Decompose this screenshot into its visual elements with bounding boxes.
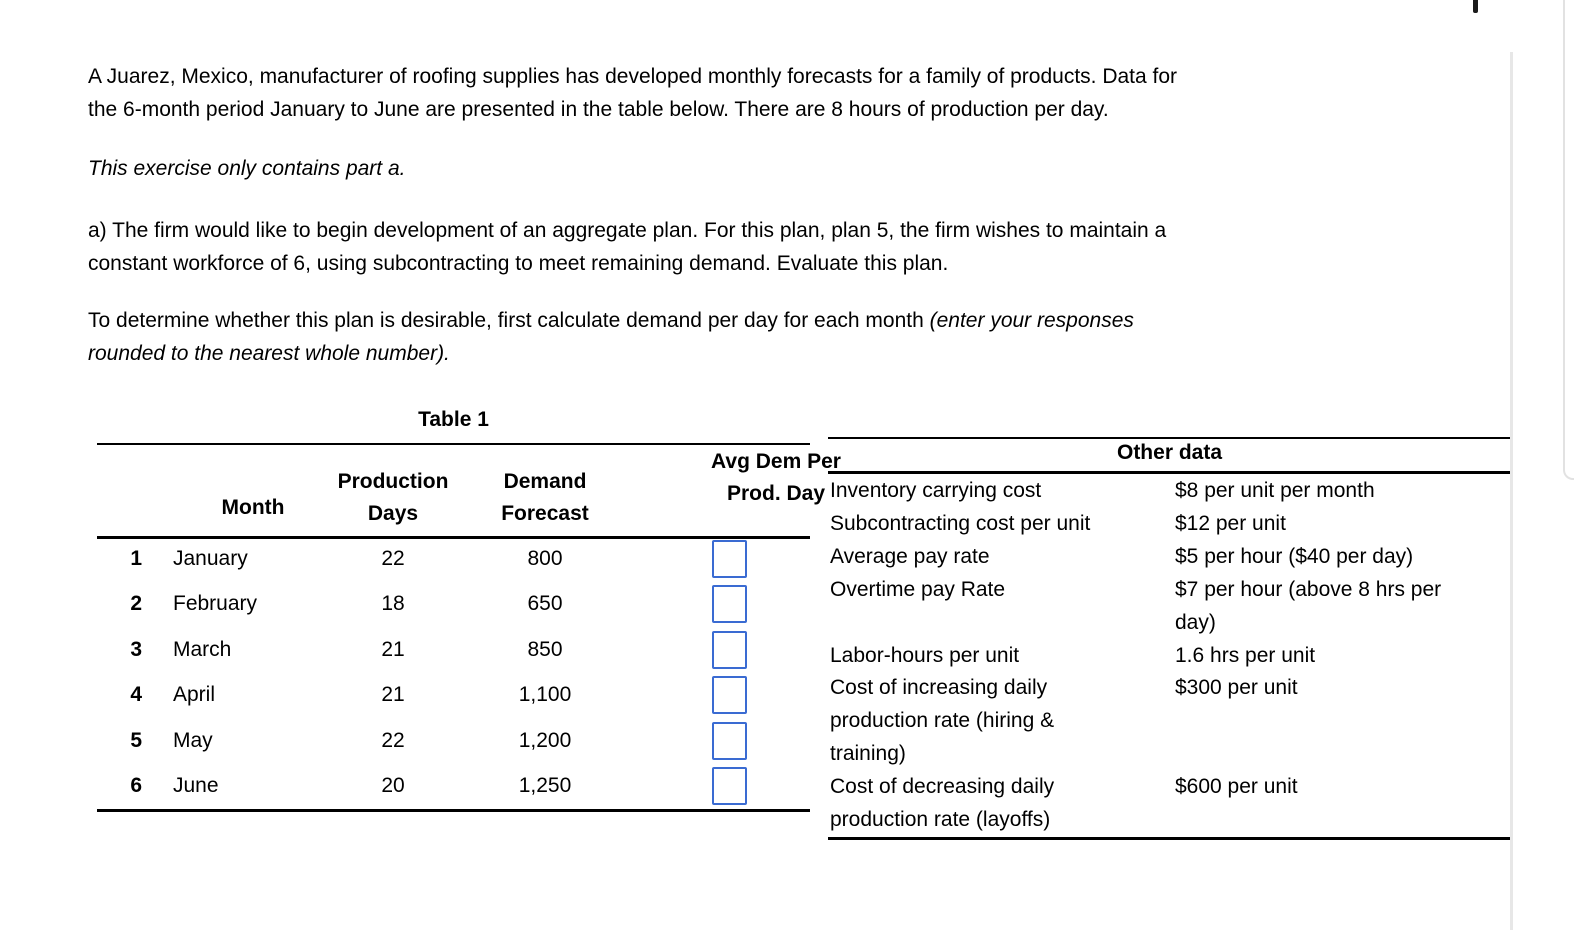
other-data-row-subcontracting: Subcontracting cost per unit $12 per uni… <box>830 511 1286 535</box>
avg-demand-input-june[interactable] <box>712 767 747 806</box>
part-a-line-2: constant workforce of 6, using subcontra… <box>88 252 949 275</box>
exercise-note: This exercise only contains part a. <box>88 157 406 180</box>
question-intro: A Juarez, Mexico, manufacturer of roofin… <box>88 60 1177 126</box>
instruction-regular: To determine whether this plan is desira… <box>88 309 930 332</box>
instruction-text: To determine whether this plan is desira… <box>88 304 1134 370</box>
demand-forecast: 1,100 <box>518 683 572 707</box>
other-data-row-decrease-cost: Cost of decreasing daily production rate… <box>830 775 1298 832</box>
production-days: 18 <box>381 592 405 616</box>
table-1-bottom-rule <box>97 809 810 812</box>
other-data-row-labor-hours: Labor-hours per unit 1.6 hrs per unit <box>830 643 1316 667</box>
row-number: 3 <box>130 637 142 661</box>
month-label: March <box>173 637 232 661</box>
row-number: 1 <box>130 546 142 570</box>
table-row-june: 6 June 20 1,250 <box>97 764 810 810</box>
row-number: 6 <box>130 774 142 798</box>
month-label: May <box>173 728 213 752</box>
avg-demand-input-february[interactable] <box>712 585 747 624</box>
other-data-rows: Inventory carrying cost $8 per unit per … <box>830 475 1511 837</box>
instruction-italic-2: rounded to the nearest whole number). <box>88 342 450 365</box>
header-production-days: Production Days <box>337 470 449 525</box>
month-label: February <box>173 592 258 616</box>
intro-line-1: A Juarez, Mexico, manufacturer of roofin… <box>88 65 1178 88</box>
table-1-header-rule <box>97 536 810 539</box>
header-demand-forecast: Demand Forecast <box>501 470 589 525</box>
avg-demand-input-april[interactable] <box>712 676 747 715</box>
other-data-top-rule <box>828 437 1511 439</box>
other-data-bottom-rule <box>828 837 1511 840</box>
other-data-row-average-pay: Average pay rate $5 per hour ($40 per da… <box>830 544 1414 568</box>
content-card-right-border <box>1510 52 1513 930</box>
instruction-line-1: To determine whether this plan is desira… <box>88 304 1134 337</box>
row-number: 5 <box>130 728 142 752</box>
header-month: Month <box>221 496 285 519</box>
production-days: 20 <box>381 774 405 798</box>
avg-demand-input-january[interactable] <box>712 539 747 578</box>
demand-forecast: 1,250 <box>518 774 572 798</box>
table-1-title: Table 1 <box>418 408 489 431</box>
table-row-february: 2 February 18 650 <box>97 582 810 628</box>
month-label: June <box>173 774 219 798</box>
table-1-rows: 1 January 22 800 2 February 18 650 3 Mar… <box>97 536 810 809</box>
table-row-april: 4 April 21 1,100 <box>97 673 810 719</box>
other-data-row-increase-cost: Cost of increasing daily production rate… <box>830 676 1298 766</box>
production-days: 21 <box>381 683 405 707</box>
row-number: 4 <box>130 683 142 707</box>
production-days: 22 <box>381 728 405 752</box>
demand-forecast: 1,200 <box>518 728 572 752</box>
part-a-text: a) The firm would like to begin developm… <box>88 214 1166 280</box>
month-label: April <box>173 683 216 707</box>
header-avg-dem-per-prod-day: Avg Dem Per Prod. Day <box>711 450 841 505</box>
other-data-row-overtime-pay: Overtime pay Rate $7 per hour (above 8 h… <box>830 577 1442 634</box>
production-days: 22 <box>381 546 405 570</box>
intro-line-2: the 6-month period January to June are p… <box>88 98 1109 121</box>
other-data-title: Other data <box>1116 441 1223 464</box>
production-days: 21 <box>381 637 405 661</box>
table-1-top-rule <box>97 443 810 445</box>
table-row-may: 5 May 22 1,200 <box>97 718 810 764</box>
instruction-italic-1: (enter your responses <box>929 309 1134 332</box>
demand-forecast: 650 <box>527 592 563 616</box>
part-a-line-1: a) The firm would like to begin developm… <box>88 219 1167 242</box>
other-data-header-rule <box>828 471 1511 474</box>
table-row-january: 1 January 22 800 <box>97 536 810 582</box>
table-row-march: 3 March 21 850 <box>97 627 810 673</box>
side-panel-corner <box>1563 0 1574 480</box>
demand-forecast: 850 <box>527 637 563 661</box>
row-number: 2 <box>130 592 142 616</box>
avg-demand-input-may[interactable] <box>712 721 747 760</box>
month-label: January <box>173 546 248 570</box>
avg-demand-input-march[interactable] <box>712 630 747 669</box>
other-data-row-inventory: Inventory carrying cost $8 per unit per … <box>830 479 1375 502</box>
demand-forecast: 800 <box>527 546 563 570</box>
clipped-glyph-mark <box>1473 0 1478 13</box>
